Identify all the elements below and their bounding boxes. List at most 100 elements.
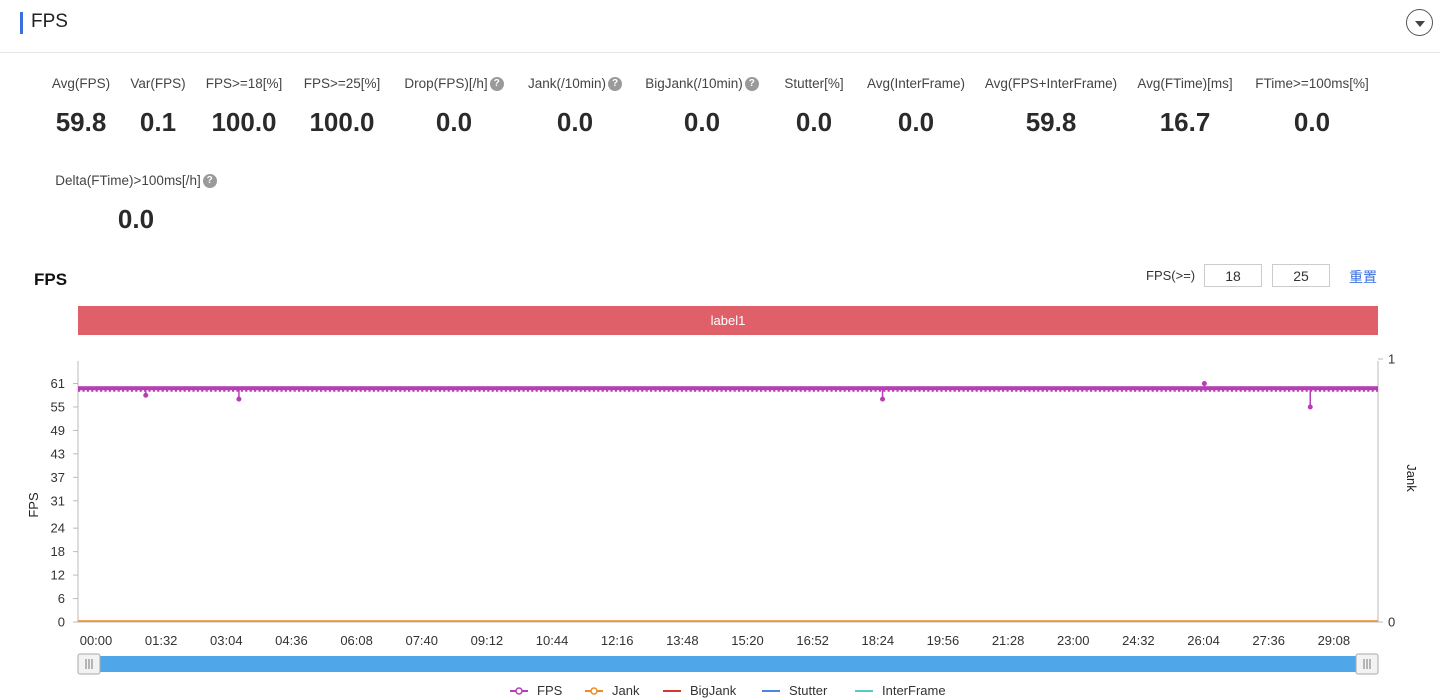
stat-label-text: Jank(/10min) [527, 76, 607, 91]
caret-down-icon [1415, 21, 1425, 27]
y2-axis-title: Jank [1404, 464, 1419, 492]
stat-label: Avg(FTime)[ms] [1075, 76, 1295, 91]
stat-value: 59.8 [55, 107, 107, 137]
y-tick-label: 24 [51, 521, 65, 536]
legend-item-jank-marker [590, 687, 598, 695]
stat-avg-fps: Avg(FPS) 59.8 [0, 76, 191, 138]
x-tick-label: 29:08 [1318, 633, 1351, 648]
question-icon[interactable]: ? [489, 76, 504, 91]
x-tick-label: 06:08 [340, 633, 373, 648]
section-title: FPS [31, 11, 68, 32]
stat-value: 59.8 [1025, 107, 1077, 137]
stat-value: 0.0 [683, 107, 721, 137]
stat-label-text: Stutter[%] [784, 76, 844, 91]
stat-avg-ftime-ms: Avg(FTime)[ms] 16.7 [1075, 76, 1295, 138]
y-tick-label: 0 [58, 615, 65, 630]
legend-item-stutter-label[interactable]: Stutter [789, 683, 828, 698]
stat-label: Avg(FPS+InterFrame) [941, 76, 1161, 91]
stat-label-text: FPS>=25[%] [303, 76, 381, 91]
stat-value: 0.0 [1293, 107, 1331, 137]
stat-label-text: FPS>=18[%] [205, 76, 283, 91]
stat-avg-fps-interframe: Avg(FPS+InterFrame) 59.8 [941, 76, 1161, 138]
stat-label-text: FTime>=100ms[%] [1255, 76, 1369, 91]
stat-label-text: Avg(FTime)[ms] [1137, 76, 1233, 91]
legend-item-fps-label[interactable]: FPS [537, 683, 563, 698]
label-band [78, 306, 1378, 335]
stat-label: FTime>=100ms[%] [1202, 76, 1422, 91]
question-icon[interactable]: ? [744, 76, 759, 91]
x-tick-label: 03:04 [210, 633, 243, 648]
stat-stutter: Stutter[%] 0.0 [704, 76, 924, 138]
stat-label: Jank(/10min)? [465, 76, 685, 91]
question-icon[interactable]: ? [202, 173, 217, 188]
fps-event-point [236, 396, 242, 402]
x-tick-label: 23:00 [1057, 633, 1090, 648]
legend-item-interframe-label[interactable]: InterFrame [882, 683, 946, 698]
stat-fps-18: FPS>=18[%] 100.0 [134, 76, 354, 138]
y-tick-label: 37 [51, 470, 65, 485]
stat-drop-fps-h: Drop(FPS)[/h]? 0.0 [344, 76, 564, 138]
stat-jank-10min: Jank(/10min)? 0.0 [465, 76, 685, 138]
stat-value: 0.1 [139, 107, 177, 137]
y-tick-label: 43 [51, 446, 65, 461]
threshold-low-input[interactable] [1204, 264, 1262, 287]
stat-value: 0.0 [117, 204, 155, 234]
stat-bigjank-10min: BigJank(/10min)? 0.0 [592, 76, 812, 138]
stat-label-text: BigJank(/10min) [645, 76, 743, 91]
x-tick-label: 18:24 [862, 633, 895, 648]
stat-value: 0.0 [795, 107, 833, 137]
x-tick-label: 00:00 [80, 633, 113, 648]
stat-fps-25: FPS>=25[%] 100.0 [232, 76, 452, 138]
x-tick-label: 04:36 [275, 633, 308, 648]
legend-item-fps-marker [515, 687, 523, 695]
stat-label: Avg(InterFrame) [806, 76, 1026, 91]
y-tick-label: 55 [51, 399, 65, 414]
section-accent-bar [20, 12, 23, 34]
y-axis-title: FPS [26, 492, 41, 518]
x-tick-label: 13:48 [666, 633, 699, 648]
x-tick-label: 15:20 [731, 633, 764, 648]
zoom-slider-track [84, 656, 1372, 672]
fps-event-point [1201, 381, 1207, 386]
x-tick-label: 16:52 [796, 633, 829, 648]
x-tick-label: 07:40 [405, 633, 438, 648]
question-icon[interactable]: ? [608, 76, 623, 91]
stat-label: FPS>=25[%] [232, 76, 452, 91]
x-tick-label: 12:16 [601, 633, 634, 648]
chart-title: FPS [34, 270, 68, 289]
stat-value: 0.0 [435, 107, 473, 137]
stat-ftime-100ms: FTime>=100ms[%] 0.0 [1202, 76, 1422, 138]
legend-item-bigjank-label[interactable]: BigJank [690, 683, 737, 698]
x-tick-label: 24:32 [1122, 633, 1155, 648]
y-tick-label: 61 [51, 376, 65, 391]
y2-tick-label: 0 [1388, 615, 1395, 630]
stat-value: 100.0 [309, 107, 375, 137]
y2-tick-label: 1 [1388, 352, 1395, 367]
y-tick-label: 18 [51, 544, 65, 559]
label-band-text: label1 [711, 313, 746, 328]
stat-delta-ftime-100ms-h: Delta(FTime)>100ms[/h]? 0.0 [26, 173, 246, 235]
stat-var-fps: Var(FPS) 0.1 [48, 76, 268, 138]
threshold-high-input[interactable] [1272, 264, 1330, 287]
reset-link[interactable]: 重置 [1349, 269, 1377, 285]
stat-avg-interframe: Avg(InterFrame) 0.0 [806, 76, 1026, 138]
stat-label: FPS>=18[%] [134, 76, 354, 91]
x-tick-label: 26:04 [1187, 633, 1220, 648]
stat-value: 0.0 [897, 107, 935, 137]
stat-label: Var(FPS) [48, 76, 268, 91]
collapse-button[interactable] [1406, 9, 1433, 36]
stat-value: 100.0 [211, 107, 277, 137]
y-tick-label: 6 [58, 591, 65, 606]
threshold-label: FPS(>=) [1146, 268, 1196, 283]
stat-value: 0.0 [556, 107, 594, 137]
x-tick-label: 21:28 [992, 633, 1025, 648]
legend-item-jank-label[interactable]: Jank [612, 683, 640, 698]
stat-label-text: Var(FPS) [130, 76, 186, 91]
fps-event-point [880, 396, 886, 402]
fps-event-point [1307, 404, 1313, 410]
stat-value: 16.7 [1159, 107, 1211, 137]
x-tick-label: 09:12 [471, 633, 504, 648]
stat-label: Drop(FPS)[/h]? [344, 76, 564, 91]
x-tick-label: 27:36 [1252, 633, 1285, 648]
